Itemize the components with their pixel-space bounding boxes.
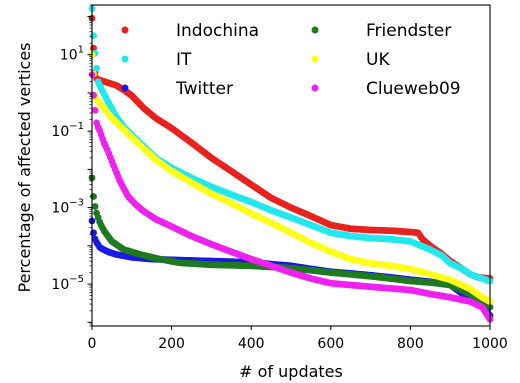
series-clueweb09 bbox=[88, 71, 494, 323]
data-point bbox=[90, 193, 97, 200]
x-tick-label: 400 bbox=[238, 336, 265, 352]
legend-marker bbox=[121, 84, 129, 92]
legend-item-friendster: Friendster bbox=[311, 21, 451, 41]
plot-frame bbox=[91, 4, 491, 327]
legend-item-indochina: Indochina bbox=[121, 21, 259, 41]
y-axis-label: Percentage of affected vertices bbox=[15, 42, 34, 292]
legend: Indochina IT Twitter Friendster UK Clueweb09 bbox=[121, 21, 461, 99]
legend-label: UK bbox=[366, 50, 390, 70]
legend-label: Indochina bbox=[176, 21, 259, 41]
x-tick-label: 200 bbox=[158, 336, 185, 352]
data-point bbox=[90, 229, 97, 237]
legend-label: IT bbox=[176, 50, 192, 70]
y-tick-label: 101 bbox=[60, 45, 84, 64]
series-friendster bbox=[88, 174, 494, 311]
data-marks bbox=[88, 5, 494, 323]
legend-marker bbox=[311, 84, 319, 92]
legend-item-it: IT bbox=[121, 50, 192, 70]
legend-item-twitter: Twitter bbox=[121, 79, 233, 99]
legend-label: Clueweb09 bbox=[366, 79, 461, 99]
x-axis-label: # of updates bbox=[239, 362, 343, 381]
legend-item-clueweb09: Clueweb09 bbox=[311, 79, 461, 99]
legend-marker bbox=[121, 26, 129, 34]
x-tick-label: 600 bbox=[317, 336, 344, 352]
data-point bbox=[90, 32, 97, 40]
legend-label: Friendster bbox=[366, 21, 451, 41]
x-tick-label: 0 bbox=[88, 336, 97, 352]
y-tick-label: 10−5 bbox=[51, 274, 84, 293]
data-point bbox=[91, 203, 99, 210]
y-axis: 101 10−1 10−3 10−5 bbox=[51, 4, 92, 327]
y-tick-label: 10−1 bbox=[51, 121, 84, 140]
legend-marker bbox=[121, 55, 129, 63]
x-tick-label: 1000 bbox=[472, 336, 508, 352]
series-uk bbox=[88, 51, 494, 305]
y-tick-label: 10−3 bbox=[51, 198, 84, 217]
data-point bbox=[91, 106, 99, 114]
x-axis: 0 200 400 600 800 1000 bbox=[88, 326, 508, 352]
legend-marker bbox=[311, 55, 319, 63]
data-point bbox=[93, 64, 100, 72]
legend-label: Twitter bbox=[175, 79, 233, 99]
legend-item-uk: UK bbox=[311, 50, 390, 70]
series-it bbox=[88, 5, 494, 285]
x-tick-label: 800 bbox=[397, 336, 424, 352]
legend-marker bbox=[311, 26, 319, 34]
